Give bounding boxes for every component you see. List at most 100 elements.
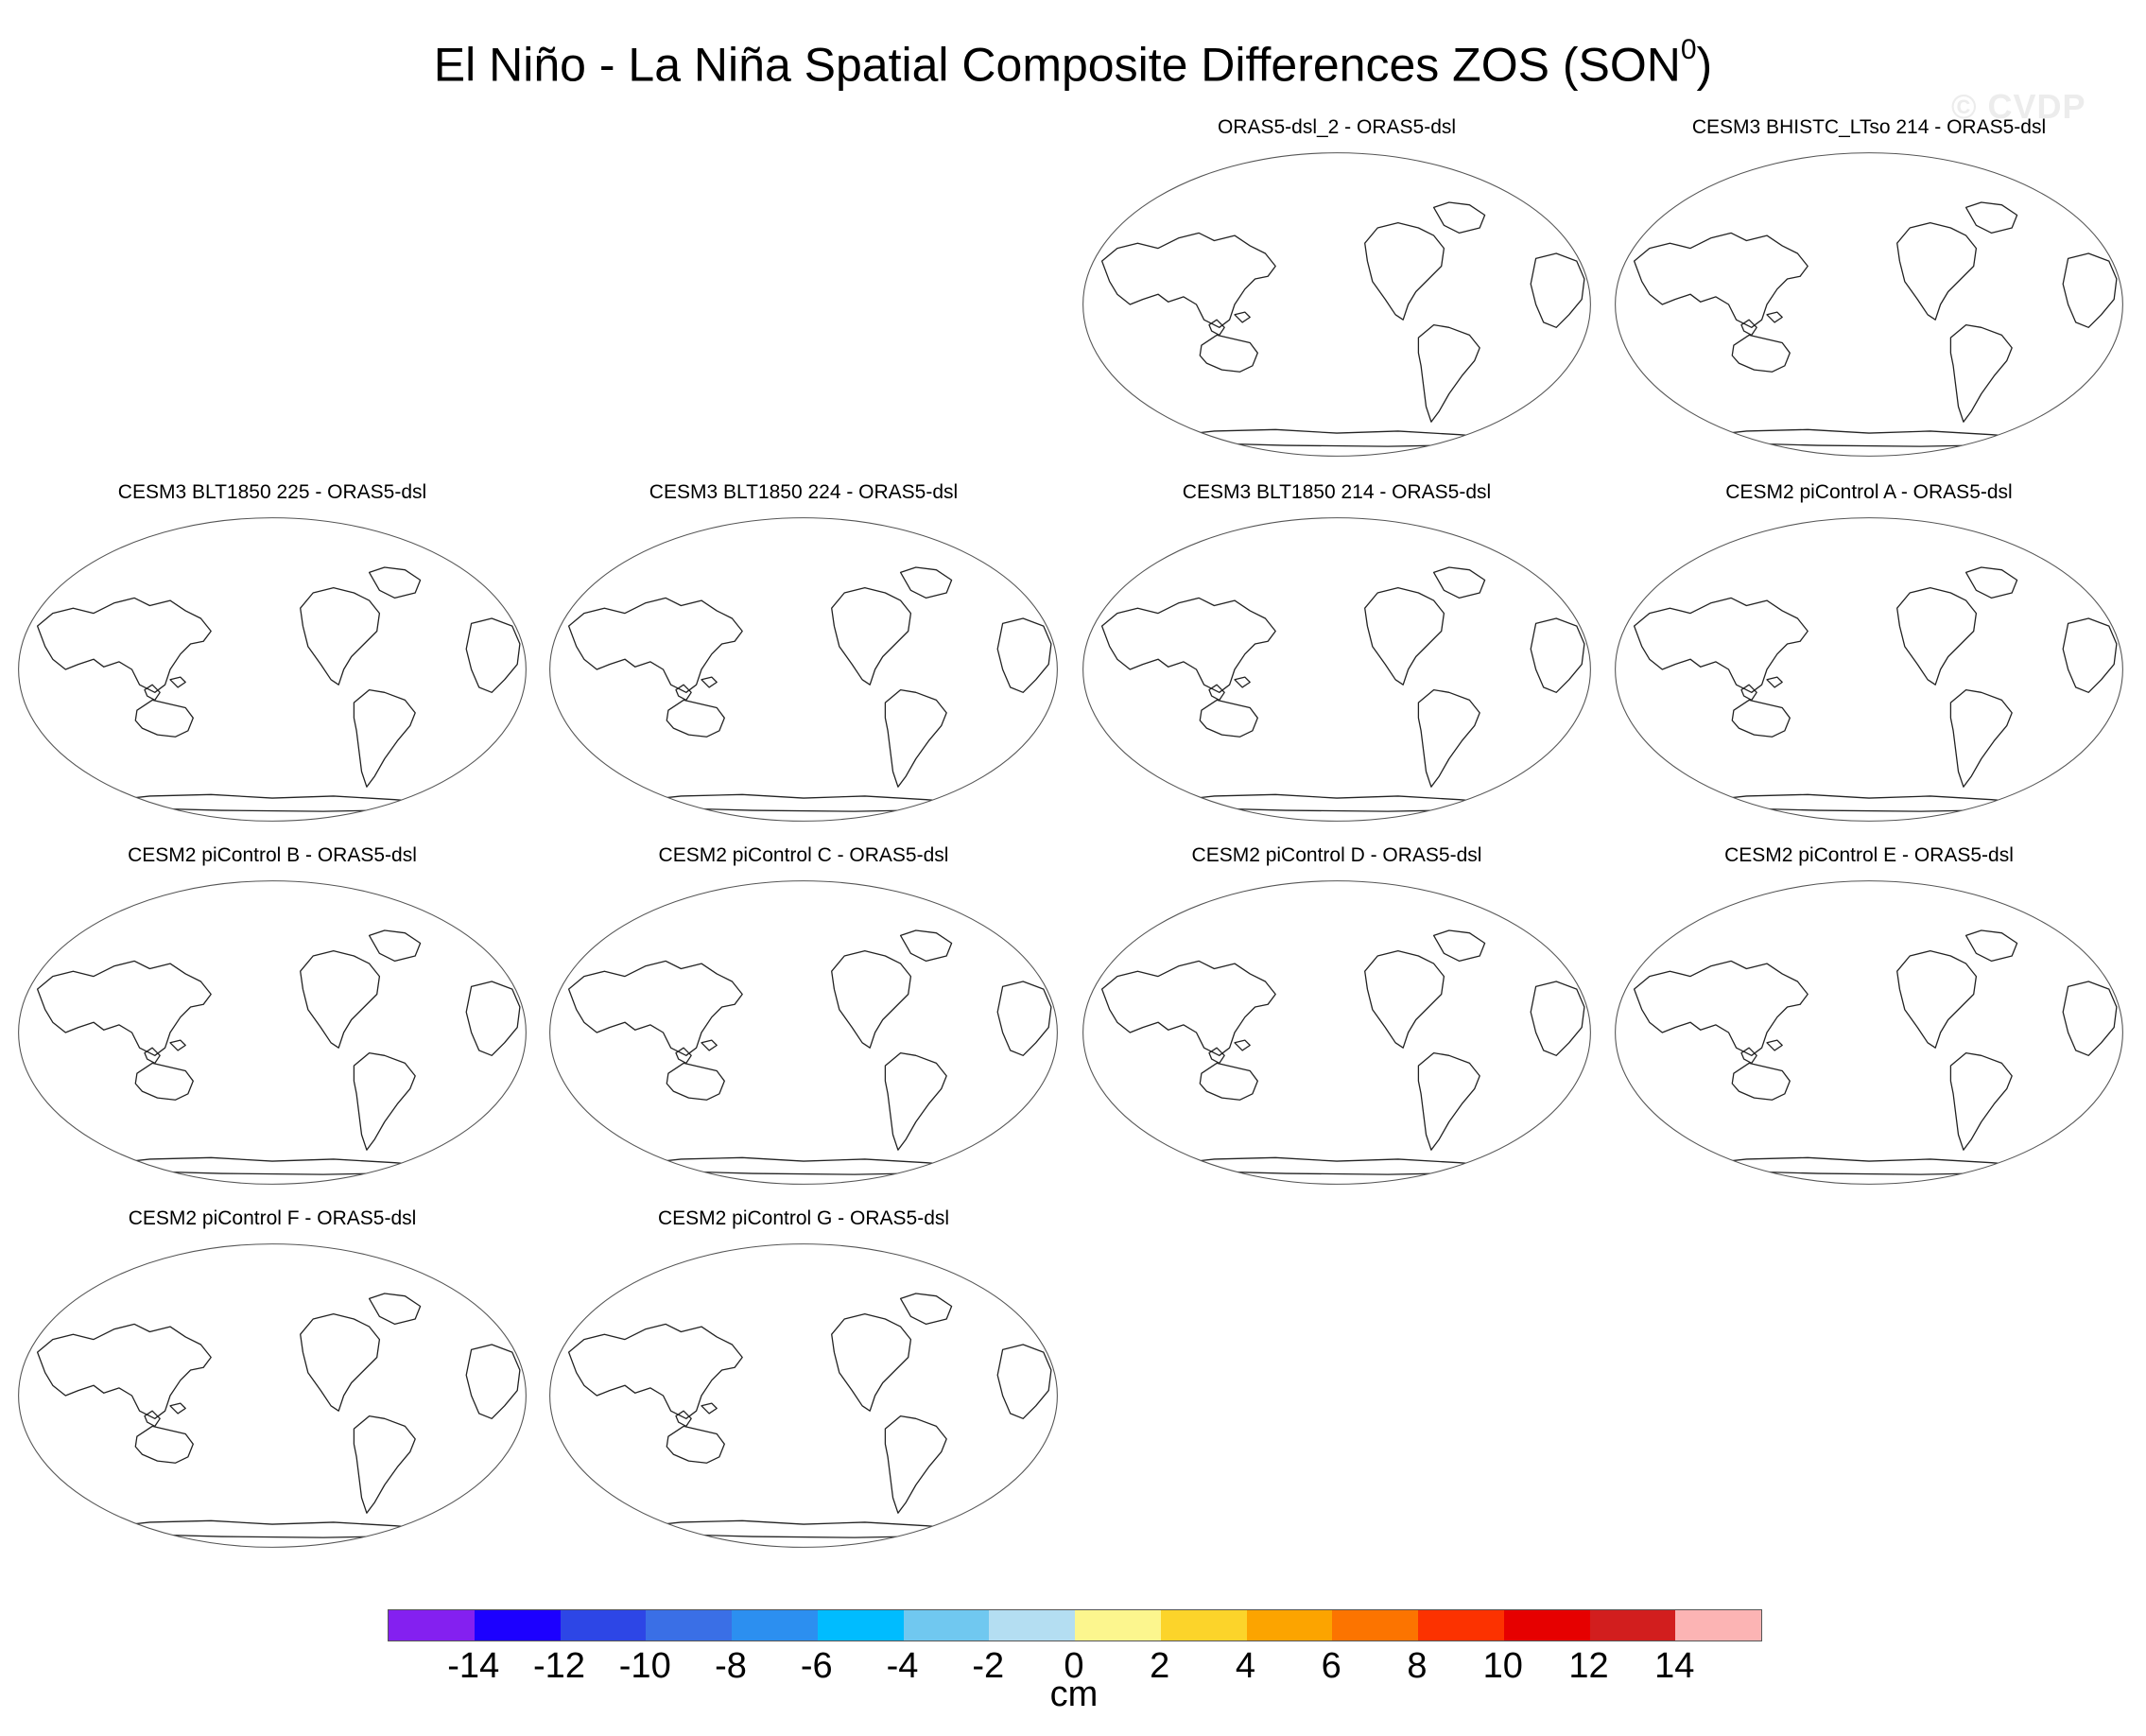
map-panel-title: CESM3 BLT1850 224 - ORAS5-dsl: [649, 481, 959, 503]
coastline: [93, 1519, 458, 1538]
map-panel-title: CESM2 piControl E - ORAS5-dsl: [1724, 844, 2014, 866]
continent-outlines: [567, 1293, 1052, 1538]
colorbar-tick-label: 0: [1064, 1646, 1084, 1686]
map-panel-title: CESM3 BLT1850 225 - ORAS5-dsl: [117, 481, 427, 503]
map-boundary: [549, 517, 1058, 822]
coastline: [465, 1344, 521, 1419]
colorbar-segment: [1075, 1610, 1161, 1641]
world-map: [1082, 880, 1591, 1185]
colorbar-tick-label: -6: [800, 1646, 833, 1686]
coastline: [1100, 960, 1276, 1056]
colorbar-segment: [1418, 1610, 1504, 1641]
world-map: [1615, 517, 2123, 822]
coastline: [1199, 699, 1258, 738]
coastline: [1731, 699, 1791, 738]
figure-title: El Niño - La Niña Spatial Composite Diff…: [0, 23, 2146, 98]
colorbar-segment: [1503, 1610, 1590, 1641]
coastline: [1949, 1051, 2013, 1151]
coastline: [675, 1047, 692, 1065]
coastline: [1964, 201, 2018, 234]
coastline: [1234, 676, 1251, 688]
coastline: [996, 1344, 1052, 1419]
coastline: [36, 960, 212, 1056]
coastline: [1100, 597, 1276, 693]
coastline: [134, 1425, 194, 1464]
coastline: [675, 684, 692, 702]
coastline: [1530, 617, 1585, 693]
map-panel: CESM3 BHISTC_LTso 214 - ORAS5-dsl: [1604, 115, 2134, 480]
colorbar-segment: [817, 1610, 904, 1641]
coastline: [1896, 586, 1978, 686]
continent-outlines: [1633, 929, 2118, 1175]
colorbar-tick-label: 4: [1235, 1646, 1256, 1686]
continent-outlines: [36, 1293, 521, 1538]
coastline: [1689, 793, 2054, 812]
continent-outlines: [1100, 929, 1585, 1175]
coastline: [169, 676, 186, 688]
colorbar-tick-label: -14: [447, 1646, 500, 1686]
coastline: [1432, 566, 1486, 599]
coastline: [353, 688, 416, 788]
map-panel: CESM2 piControl D - ORAS5-dsl: [1072, 843, 1601, 1208]
map-panel-title: CESM2 piControl G - ORAS5-dsl: [657, 1207, 950, 1229]
map-panel: CESM2 piControl B - ORAS5-dsl: [8, 843, 537, 1208]
colorbar-segment: [389, 1610, 475, 1641]
coastline: [1740, 1047, 1757, 1065]
map-panel-title: CESM2 piControl D - ORAS5-dsl: [1191, 844, 1482, 866]
coastline: [1234, 1039, 1251, 1051]
coastline: [368, 566, 422, 599]
coastline: [465, 617, 521, 693]
colorbar-tick-label: 2: [1150, 1646, 1170, 1686]
coastline: [666, 1062, 725, 1101]
coastline: [831, 1312, 912, 1412]
coastline: [144, 684, 161, 702]
coastline: [701, 1039, 718, 1051]
coastline: [1896, 949, 1978, 1049]
coastline: [701, 676, 718, 688]
coastline: [1766, 311, 1783, 323]
coastline: [1208, 319, 1225, 337]
map-panel-title: CESM2 piControl C - ORAS5-dsl: [658, 844, 949, 866]
coastline: [1949, 323, 2013, 423]
map-panel-title: CESM3 BHISTC_LTso 214 - ORAS5-dsl: [1691, 116, 2047, 138]
coastline: [93, 793, 458, 812]
coastline: [1964, 929, 2018, 963]
continent-outlines: [1100, 201, 1585, 447]
coastline: [1530, 981, 1585, 1056]
map-boundary: [1082, 152, 1591, 457]
coastline: [996, 981, 1052, 1056]
colorbar-segment: [474, 1610, 561, 1641]
map-panel: ORAS5-dsl_2 - ORAS5-dsl: [1072, 115, 1601, 480]
coastline: [701, 1402, 718, 1415]
colorbar-segment: [732, 1610, 818, 1641]
coastline: [1208, 684, 1225, 702]
continent-outlines: [567, 929, 1052, 1175]
coastline: [353, 1415, 416, 1514]
continent-outlines: [567, 566, 1052, 812]
coastline: [1432, 929, 1486, 963]
map-boundary: [18, 517, 527, 822]
colorbar-units: cm: [1049, 1675, 1099, 1714]
coastline: [1364, 221, 1445, 321]
coastline: [1689, 1156, 2054, 1175]
map-boundary: [1082, 880, 1591, 1185]
colorbar-segment: [903, 1610, 990, 1641]
coastline: [899, 929, 953, 963]
colorbar-segment: [646, 1610, 732, 1641]
coastline: [666, 1425, 725, 1464]
continent-outlines: [36, 566, 521, 812]
map-boundary: [1615, 517, 2123, 822]
map-boundary: [18, 880, 527, 1185]
world-map: [549, 880, 1058, 1185]
coastline: [1157, 793, 1522, 812]
coastline: [1157, 428, 1522, 447]
colorbar-segment: [1160, 1610, 1247, 1641]
colorbar-tick-label: -4: [886, 1646, 919, 1686]
map-boundary: [549, 1243, 1058, 1548]
coastline: [1633, 960, 1809, 1056]
coastline: [134, 1062, 194, 1101]
figure-title-text: El Niño - La Niña Spatial Composite Diff…: [433, 38, 1681, 92]
world-map: [549, 517, 1058, 822]
colorbar-segment: [1589, 1610, 1676, 1641]
coastline: [134, 699, 194, 738]
